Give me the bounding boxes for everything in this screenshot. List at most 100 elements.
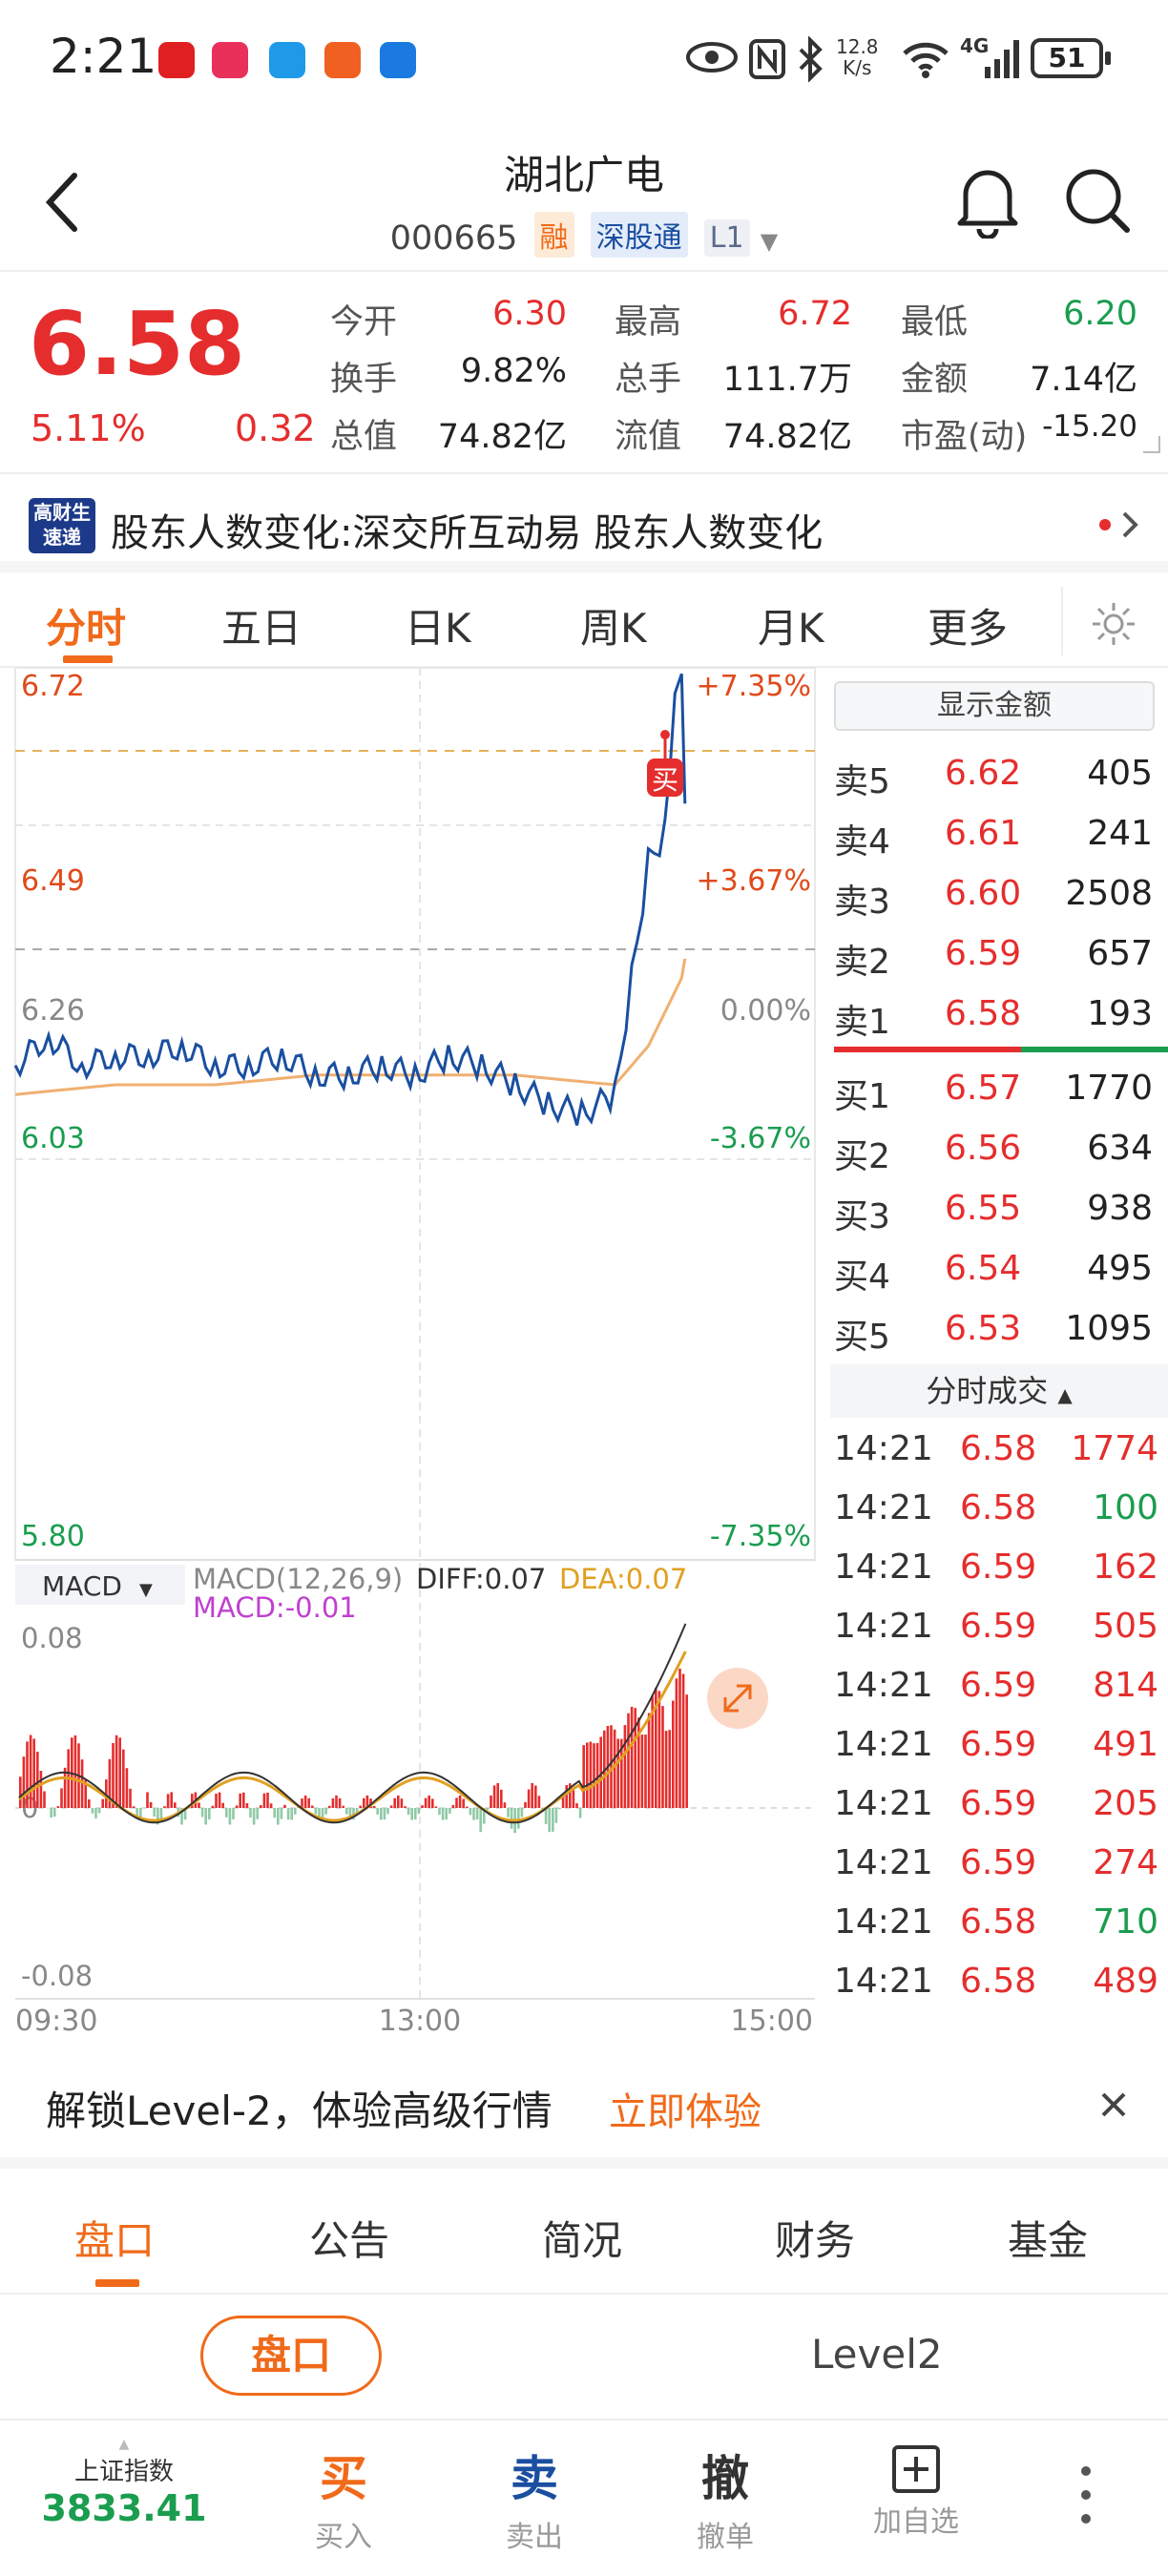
change-amount: 0.32 — [235, 407, 316, 449]
nfc-icon — [749, 39, 785, 79]
stock-code-row[interactable]: 000665 融 深股通 L1 ▼ — [0, 212, 1168, 258]
macd-bar — [372, 1806, 376, 1808]
x-label-open: 09:30 — [15, 2005, 97, 2038]
level-price: 6.61 — [945, 814, 1022, 853]
bluetooth-icon — [799, 36, 823, 82]
trade-price: 6.59 — [960, 1784, 1037, 1823]
index-ticker[interactable]: ▲ 上证指数 3833.41 — [19, 2437, 229, 2529]
quote-label: 换手 — [330, 361, 398, 399]
macd-bar — [108, 1758, 112, 1808]
macd-bar — [39, 1771, 43, 1808]
chevron-down-icon: ▼ — [760, 228, 779, 255]
macd-bar — [314, 1808, 318, 1815]
close-icon[interactable] — [1097, 2088, 1130, 2121]
macd-bar — [466, 1806, 469, 1808]
tab-profile[interactable]: 简况 — [542, 2217, 623, 2264]
intraday-chart[interactable]: 6.72 6.49 6.26 6.03 5.80 +7.35% +3.67% 0… — [0, 663, 830, 2046]
quote-value: 6.72 — [778, 295, 852, 333]
chart-frame — [14, 667, 816, 1561]
show-amount-button[interactable]: 显示金额 — [834, 681, 1155, 731]
subtab-order-book[interactable]: 盘口 — [200, 2316, 382, 2396]
macd-bar — [383, 1808, 386, 1820]
macd-selector[interactable] — [15, 1565, 185, 1605]
macd-bar — [335, 1795, 338, 1808]
macd-bar — [593, 1743, 595, 1808]
level-price: 6.54 — [945, 1249, 1022, 1288]
trade-ticks-header[interactable]: 分时成交 ▲ — [830, 1364, 1168, 1418]
macd-bar — [301, 1798, 303, 1808]
macd-bar — [527, 1789, 531, 1808]
tab-weekly-k[interactable]: 周K — [580, 605, 647, 652]
macd-bar — [32, 1738, 35, 1808]
quote-label: 总值 — [330, 418, 398, 456]
y-label-high: 6.72 — [21, 670, 85, 703]
level-label: 买2 — [834, 1137, 890, 1176]
tab-order-book[interactable]: 盘口 — [74, 2217, 156, 2264]
trade-time: 14:21 — [834, 1488, 933, 1527]
tab-more[interactable]: 更多 — [928, 605, 1009, 652]
back-icon[interactable] — [38, 164, 95, 240]
tab-funds[interactable]: 基金 — [1008, 2217, 1089, 2264]
macd-bar — [500, 1789, 503, 1808]
y-label-low: 5.80 — [21, 1520, 85, 1553]
trade-row: 14:21 6.59 491 — [830, 1717, 1168, 1775]
macd-bar — [283, 1804, 286, 1808]
quote-panel[interactable]: 6.58 5.11% 0.32 今开 6.30 最高 6.72 最低 6.20 换手 9.82… — [0, 274, 1168, 474]
level2-banner[interactable]: 解锁Level-2，体验高级行情 立即体验 — [0, 2046, 1168, 2169]
macd-bar — [582, 1745, 585, 1808]
trade-volume: 491 — [1093, 1725, 1158, 1764]
macd-bar — [228, 1808, 232, 1825]
tab-announcements[interactable]: 公告 — [309, 2217, 390, 2264]
macd-bar — [26, 1741, 29, 1808]
macd-bar — [266, 1792, 269, 1808]
subtab-level2[interactable]: Level2 — [811, 2331, 943, 2378]
banner-action[interactable]: 立即体验 — [609, 2090, 761, 2134]
cancel-order-button[interactable]: 撤撤单 — [697, 2451, 754, 2554]
banner-text: 解锁Level-2，体验高级行情 — [46, 2088, 553, 2134]
trade-row: 14:21 6.59 162 — [830, 1540, 1168, 1597]
macd-y-bottom: -0.08 — [21, 1960, 93, 1992]
tab-daily-k[interactable]: 日K — [405, 605, 471, 652]
bell-icon[interactable] — [954, 162, 1021, 239]
quote-value: 6.20 — [1063, 295, 1137, 333]
macd-bar — [451, 1804, 455, 1808]
sell-button[interactable]: 卖卖出 — [506, 2451, 563, 2554]
stock-name: 湖北广电 — [503, 152, 664, 198]
tab-financials[interactable]: 财务 — [775, 2217, 856, 2264]
y-label-lower: 6.03 — [21, 1122, 85, 1155]
order-level-row: 卖5 6.62 405 — [830, 746, 1168, 803]
macd-bar — [445, 1808, 448, 1820]
macd-bar — [170, 1792, 173, 1808]
add-watchlist-button[interactable]: 加自选 — [864, 2441, 969, 2540]
chevron-right-icon — [1122, 511, 1138, 538]
gear-icon[interactable] — [1090, 600, 1137, 648]
trade-price: 6.58 — [960, 1902, 1037, 1942]
index-value: 3833.41 — [41, 2487, 207, 2529]
macd-bar — [318, 1808, 321, 1820]
buy-marker-dot — [660, 730, 670, 739]
tab-five-day[interactable]: 五日 — [221, 605, 302, 652]
more-vertical-icon[interactable] — [1074, 2462, 1097, 2528]
macd-bar — [544, 1808, 548, 1824]
quote-value: -15.20 — [1042, 409, 1137, 444]
macd-bar — [496, 1783, 499, 1808]
macd-bar — [397, 1795, 400, 1808]
trade-volume: 274 — [1093, 1843, 1158, 1882]
macd-bar — [472, 1808, 475, 1820]
trade-volume: 489 — [1093, 1962, 1158, 2001]
search-icon[interactable] — [1059, 162, 1136, 239]
quote-value: 74.82亿 — [437, 418, 567, 456]
macd-bar — [678, 1668, 681, 1808]
news-ticker[interactable]: 高财生 速递 股东人数变化:深交所互动易 股东人数变化 — [0, 477, 1168, 572]
buy-button[interactable]: 买买入 — [315, 2451, 372, 2554]
buy-marker[interactable] — [647, 758, 683, 797]
corner-mark — [1143, 436, 1160, 453]
macd-bar — [428, 1795, 430, 1808]
index-name: 上证指数 — [73, 2458, 174, 2486]
tab-intraday[interactable]: 分时 — [46, 605, 127, 652]
macd-bar — [565, 1785, 568, 1808]
macd-bar — [531, 1783, 533, 1808]
macd-bar — [410, 1808, 413, 1820]
tab-monthly-k[interactable]: 月K — [758, 605, 824, 652]
order-book-subtabs: 盘口 Level2 — [0, 2296, 1168, 2420]
